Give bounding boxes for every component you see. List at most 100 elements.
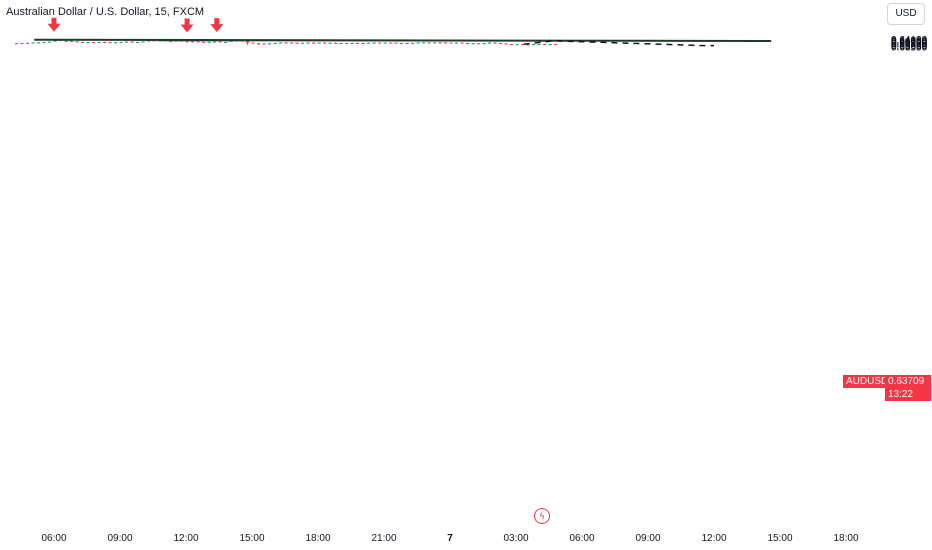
candle-body [389, 42, 393, 44]
y-tick-label: 0.63600 [891, 42, 928, 53]
symbol-price-label: AUDUSD [843, 375, 892, 388]
candle-body [444, 42, 448, 44]
candle-body [471, 43, 475, 45]
candle-body [119, 42, 123, 44]
candle-body [284, 42, 288, 44]
x-tick-label: 18:00 [833, 533, 858, 544]
candle-body [207, 41, 211, 43]
x-tick-label: 06:00 [41, 533, 66, 544]
candle-body [510, 44, 514, 46]
y-tick-label: 0.63800 [891, 39, 928, 50]
candle-body [306, 42, 310, 44]
candle-body [499, 43, 503, 45]
candle-body [554, 44, 558, 46]
candle-body [449, 42, 453, 44]
y-tick-label: 0.63650 [891, 41, 928, 52]
candle-body [515, 44, 519, 46]
candle-body [345, 43, 349, 45]
down-arrow-icon [180, 18, 194, 33]
candle-body [455, 42, 459, 44]
currency-button[interactable]: USD [887, 3, 925, 25]
y-tick-label: 0.64100 [891, 35, 928, 46]
candle-body [548, 44, 552, 46]
candle-body [191, 41, 195, 43]
candle-body [422, 42, 426, 44]
y-tick-label: 0.63750 [891, 40, 928, 51]
y-tick-label: 0.64000 [891, 36, 928, 47]
candle-body [48, 41, 52, 43]
candle-body [290, 42, 294, 44]
candle-body [339, 42, 343, 44]
candle-body [543, 43, 547, 45]
candle-body [130, 41, 134, 43]
candle-body [185, 41, 189, 43]
x-tick-label: 06:00 [569, 533, 594, 544]
candle-body [323, 42, 327, 44]
candle-body [37, 42, 41, 44]
x-tick-label: 18:00 [305, 533, 330, 544]
bar-countdown: 13:22 [888, 389, 914, 400]
candle-body [493, 42, 497, 44]
x-tick-label: 09:00 [635, 533, 660, 544]
candle-body [42, 42, 46, 44]
candle-body [504, 43, 508, 45]
x-tick-label: 12:00 [173, 533, 198, 544]
candle-body [31, 42, 35, 44]
candle-body [312, 42, 316, 44]
candle-body [169, 41, 173, 43]
candle-body [334, 42, 338, 44]
candle-body [400, 43, 404, 45]
x-axis: 06:00 09:00 12:00 15:00 18:00 21:00 7 03:00 06:0… [41, 533, 858, 544]
candle-body [15, 43, 19, 45]
candle-body [103, 42, 107, 44]
y-tick-label: 0.63950 [891, 37, 928, 48]
candle-body [317, 42, 321, 44]
candle-body [202, 41, 206, 43]
candle-body [213, 41, 217, 43]
candle-body [433, 42, 437, 44]
y-tick-label: 0.63900 [891, 38, 928, 49]
candle-body [114, 42, 118, 44]
y-tick-label: 0.63550 [891, 42, 928, 53]
candle-body [477, 43, 481, 45]
candle-body [427, 42, 431, 44]
candle-body [460, 42, 464, 44]
candle-body [532, 44, 536, 46]
last-price-box: 0.63709 13:22 [885, 375, 931, 401]
projection-path [523, 40, 715, 47]
candle-body [224, 41, 228, 43]
y-axis: 0.641000.640500.640000.639500.639000.638… [891, 35, 928, 53]
candle-body [466, 43, 470, 45]
candle-body [97, 42, 101, 44]
candle-body [438, 42, 442, 44]
candle-body [361, 42, 365, 44]
candle-body [356, 42, 360, 44]
candle-body [537, 43, 541, 45]
candle-body [372, 42, 376, 44]
candle-body [482, 43, 486, 45]
candle-body [141, 41, 145, 43]
lightning-icon[interactable]: ϟ [534, 508, 550, 524]
candle-body [64, 40, 68, 42]
candle-body [405, 42, 409, 44]
candle-body [416, 42, 420, 44]
candle-body [262, 43, 266, 45]
candle-body [295, 42, 299, 44]
down-arrow-icon [47, 17, 61, 32]
x-tick-label: 7 [447, 533, 453, 544]
y-tick-label: 0.63850 [891, 38, 928, 49]
trendline [34, 38, 772, 43]
candle-body [367, 42, 371, 44]
candle-body [383, 42, 387, 44]
candle-body [251, 42, 255, 44]
candle-body [273, 42, 277, 44]
candle-body [20, 43, 24, 45]
candle-body [411, 42, 415, 44]
candle-body [92, 42, 96, 44]
candle-body [350, 42, 354, 44]
candle-body [301, 42, 305, 44]
drawings-group [34, 17, 772, 47]
down-arrow-icon [210, 18, 224, 33]
chart-title: Australian Dollar / U.S. Dollar, 15, FXC… [6, 6, 205, 18]
